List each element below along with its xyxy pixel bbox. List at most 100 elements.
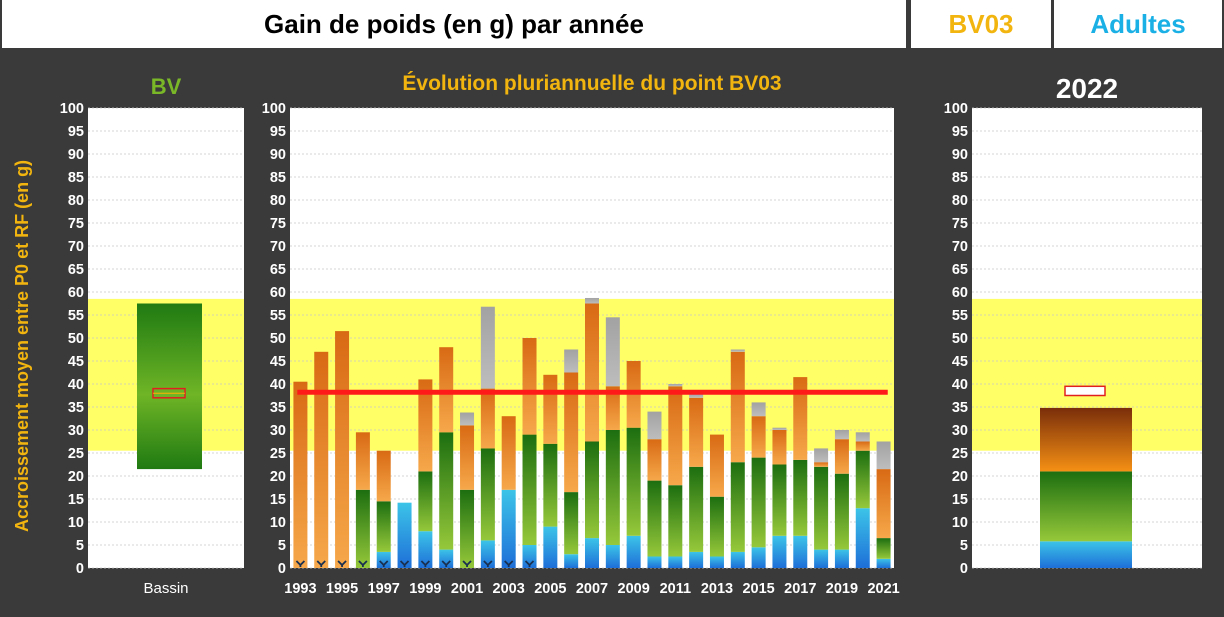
bv-y-tick-label: 85 xyxy=(68,170,84,186)
missing-data-marker xyxy=(483,560,493,567)
x-tick-label: 1999 xyxy=(409,581,441,597)
bar-segment-1999 xyxy=(418,531,433,568)
missing-data-marker xyxy=(420,560,431,567)
bar-segment-2010 xyxy=(647,480,662,557)
bar-segment-1999 xyxy=(418,471,433,532)
bar-segment-2000 xyxy=(439,432,454,550)
x-tick-label: 2011 xyxy=(660,581,691,597)
bar-segment-2006 xyxy=(564,492,579,555)
bv-y-tick-label: 25 xyxy=(68,446,84,462)
evo-y-tick-label: 30 xyxy=(270,423,286,439)
bar-segment-2006 xyxy=(564,554,579,568)
bv-y-tick-label: 80 xyxy=(68,193,84,209)
bar-segment-2011 xyxy=(668,384,683,387)
evo-y-tick-label: 100 xyxy=(262,101,286,117)
bar-segment-2017 xyxy=(793,535,808,568)
missing-data-marker xyxy=(337,560,347,567)
x-tick-label: 2019 xyxy=(826,581,858,597)
year-y-tick-label: 65 xyxy=(952,262,968,278)
year-y-tick-label: 90 xyxy=(952,147,968,163)
x-tick-label: 2009 xyxy=(618,581,650,597)
bar-segment-2011 xyxy=(668,386,683,486)
panel-bv: BV 0 5 10 15 20 25 30 35 40 45 50 55 60 65 70 75 80 85 90 95… xyxy=(60,74,244,597)
bar-segment-2003 xyxy=(501,416,516,490)
evolution-panel-title: Évolution pluriannuelle du point BV03 xyxy=(402,72,781,95)
bar-segment-2013 xyxy=(709,556,724,568)
bar-segment-2004 xyxy=(522,338,537,435)
bar-segment-2016 xyxy=(772,430,787,465)
bar-segment-2002 xyxy=(480,388,495,449)
bar-segment-2010 xyxy=(647,556,662,568)
bar-segment-1996 xyxy=(355,489,370,568)
bar-segment-2020 xyxy=(855,450,870,509)
bar-segment-2007 xyxy=(585,441,599,539)
evo-y-tick-label: 55 xyxy=(270,308,286,324)
bv-y-tick-label: 5 xyxy=(76,538,84,554)
bar-segment-2009 xyxy=(626,427,641,536)
evo-y-tick-label: 10 xyxy=(270,515,286,531)
bar-segment-2004 xyxy=(522,434,537,545)
y-axis-label: Accroissement moyen entre P0 et RF (en g… xyxy=(12,160,32,532)
bv-y-tick-label: 60 xyxy=(68,285,84,301)
x-tick-label: 2017 xyxy=(784,581,816,597)
panel-2022: 2022 0 5 10 15 20 25 30 35 40 45 50 55 60 65 70 75 80 85 90… xyxy=(944,73,1202,577)
bar-segment-2019 xyxy=(834,439,849,474)
missing-data-marker xyxy=(399,560,410,567)
bar-segment-2006 xyxy=(564,349,579,373)
bar-segment-2015 xyxy=(751,547,766,568)
bar-segment-2005 xyxy=(543,443,558,527)
bar-segment-2014 xyxy=(730,551,745,568)
evo-y-tick-label: 40 xyxy=(270,377,286,393)
evo-y-tick-label: 75 xyxy=(270,216,286,232)
bar-segment-2002 xyxy=(480,448,495,541)
evo-y-tick-label: 20 xyxy=(270,469,286,485)
bar-segment-1995 xyxy=(335,331,350,568)
bv-y-tick-label: 55 xyxy=(68,308,84,324)
bar-segment-2020 xyxy=(855,441,870,451)
missing-data-marker xyxy=(379,560,389,567)
year-y-tick-label: 25 xyxy=(952,446,968,462)
bar-segment-2014 xyxy=(730,462,745,552)
chart-title-box: Gain de poids (en g) par année xyxy=(2,0,906,48)
x-tick-label: 2021 xyxy=(867,581,899,597)
evo-y-tick-label: 45 xyxy=(270,354,286,370)
bar-segment-2011 xyxy=(668,556,683,568)
bv-y-tick-label: 30 xyxy=(68,423,84,439)
year-y-tick-label: 5 xyxy=(960,538,968,554)
bar-segment-2021 xyxy=(876,441,891,470)
bar-segment-1993 xyxy=(293,381,308,568)
x-tick-label: 2007 xyxy=(576,581,608,597)
year-y-tick-label: 50 xyxy=(952,331,968,347)
bar-segment-2016 xyxy=(772,427,787,430)
missing-data-marker xyxy=(316,560,326,567)
evo-y-tick-label: 0 xyxy=(278,561,286,577)
evo-y-tick-label: 25 xyxy=(270,446,286,462)
bar-segment-2016 xyxy=(772,535,787,568)
bar-segment-2008 xyxy=(605,386,620,430)
bar-segment-2008 xyxy=(605,430,620,545)
bar-segment-2012 xyxy=(689,551,704,568)
bar-segment-2018 xyxy=(814,466,829,550)
bar-segment-2019 xyxy=(834,430,849,440)
bv-y-tick-label: 15 xyxy=(68,492,84,508)
bar-segment-1997 xyxy=(376,450,391,502)
bar-segment-2006 xyxy=(564,372,579,493)
bar-segment-2012 xyxy=(689,466,704,552)
bar-segment-2012 xyxy=(689,393,704,398)
x-tick-label: 1995 xyxy=(326,581,358,597)
bar-segment-2014 xyxy=(730,351,745,463)
bar-segment-2013 xyxy=(709,434,724,497)
bar-segment-1994 xyxy=(314,351,329,568)
bar-segment-1998 xyxy=(397,502,412,568)
bar-segment-2021 xyxy=(876,538,891,559)
x-tick-label: 2001 xyxy=(451,581,483,597)
bar-segment-2015 xyxy=(751,457,766,548)
bv-y-tick-label: 50 xyxy=(68,331,84,347)
year-y-tick-label: 15 xyxy=(952,492,968,508)
year-y-tick-label: 95 xyxy=(952,124,968,140)
bar-segment-1997 xyxy=(376,501,391,552)
bar-segment-2007 xyxy=(585,303,599,442)
missing-data-marker xyxy=(462,560,472,567)
bv-y-tick-label: 35 xyxy=(68,400,84,416)
